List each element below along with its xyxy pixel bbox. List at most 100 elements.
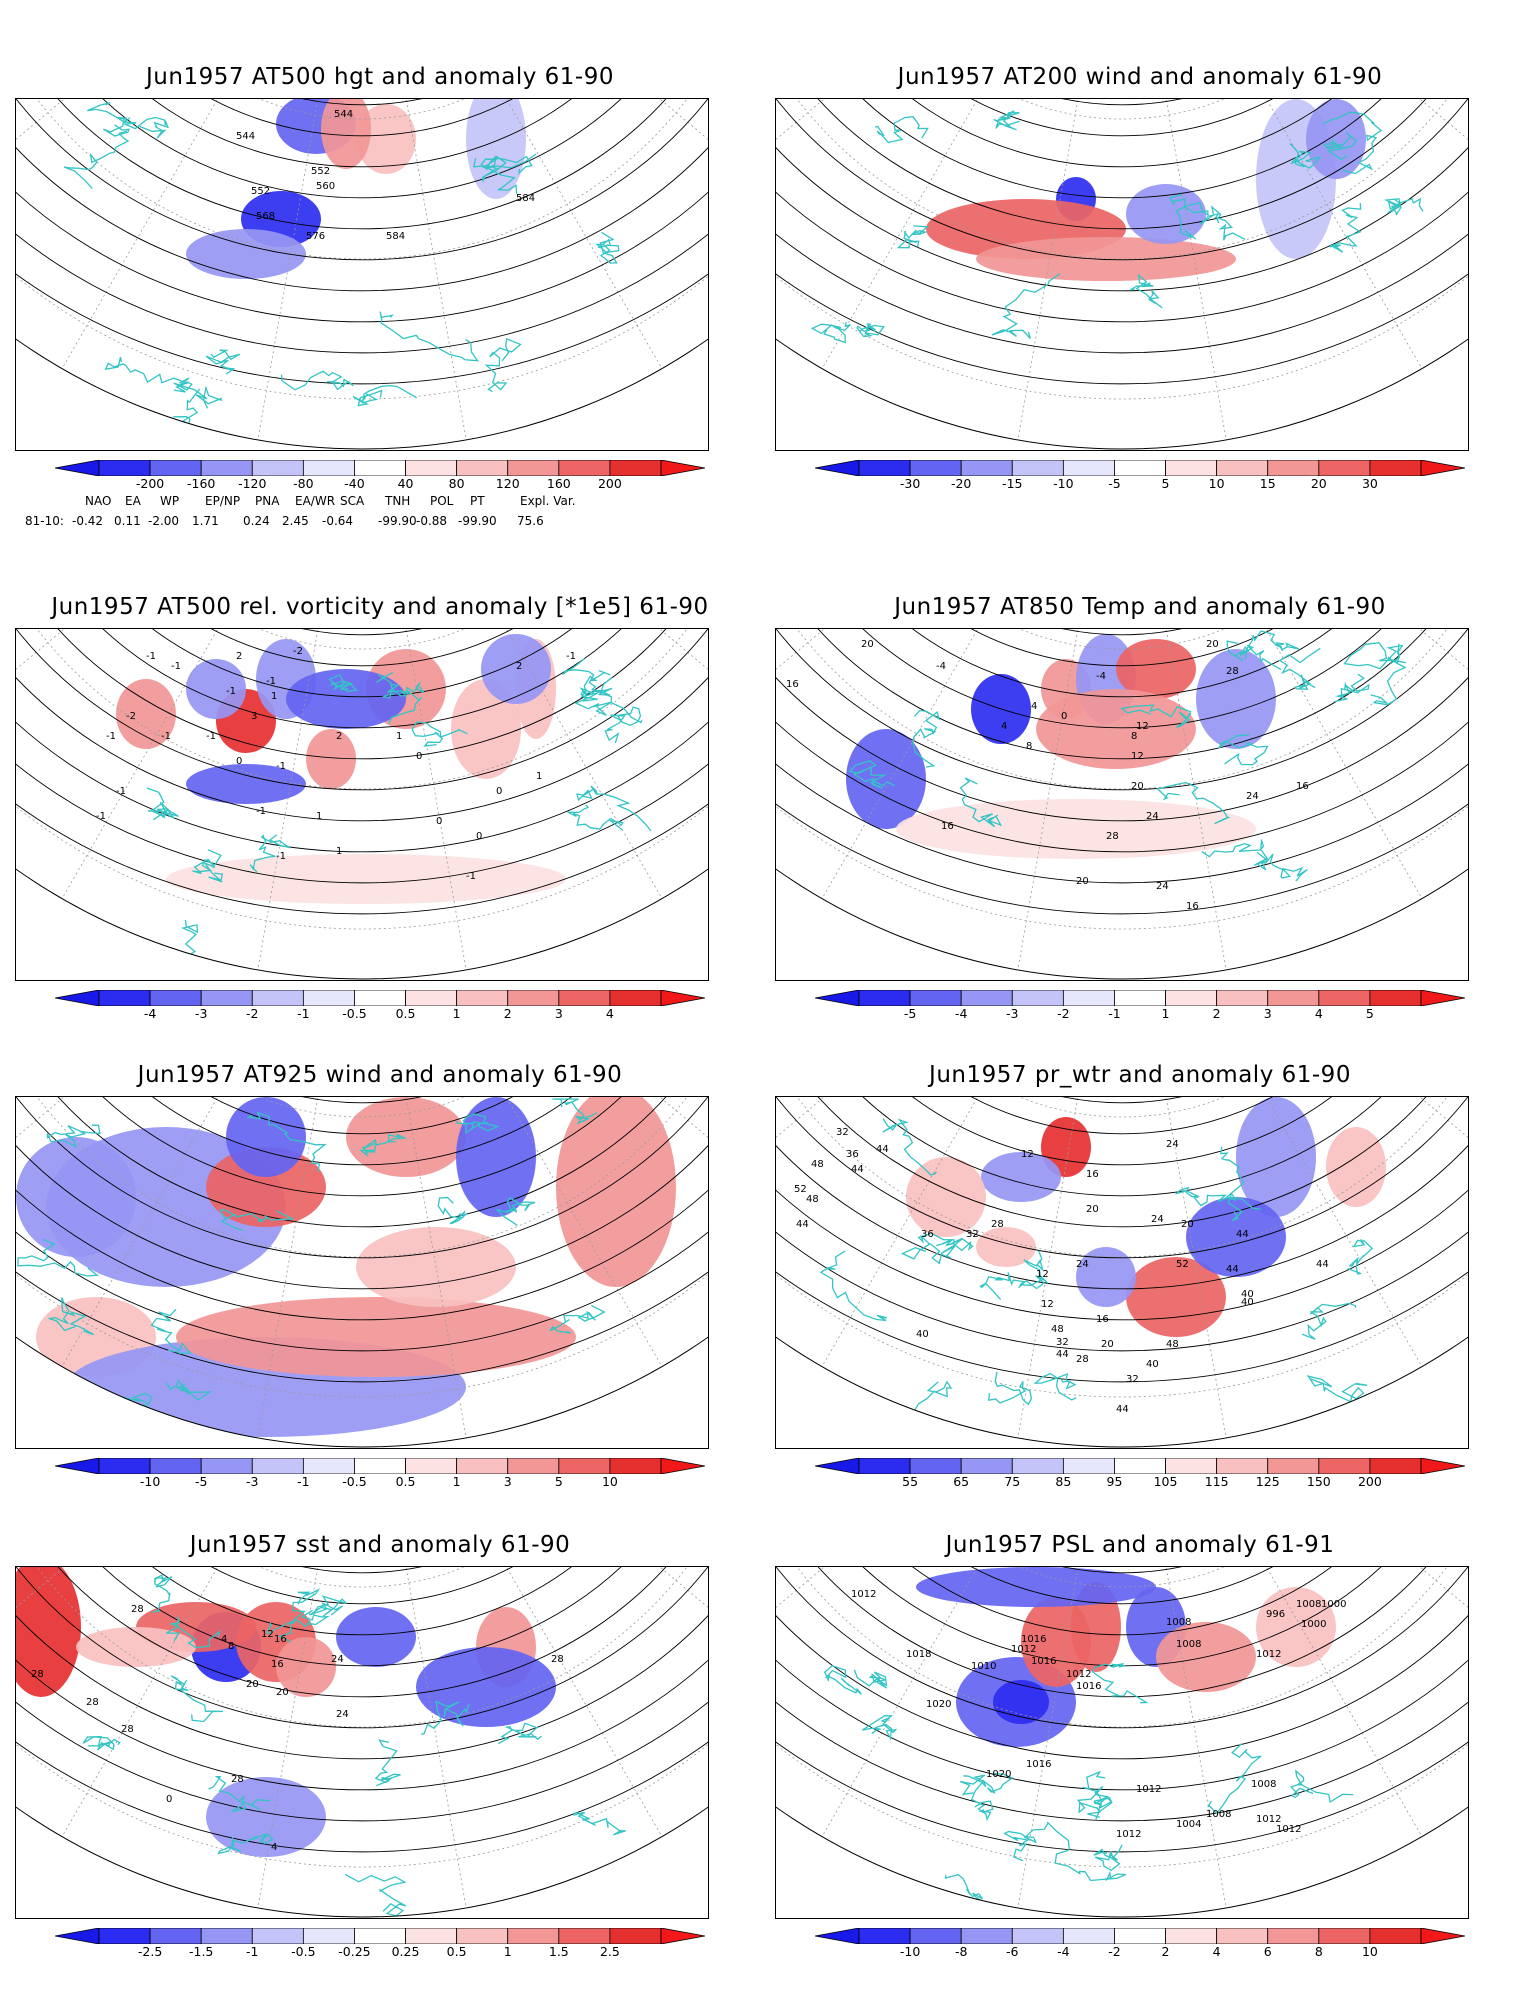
coastline xyxy=(456,1113,500,1135)
meridian xyxy=(361,1097,467,1438)
contour-label: 28 xyxy=(1226,666,1239,677)
contour-label: 1010 xyxy=(971,1661,996,1672)
coastline xyxy=(480,153,537,175)
contour-label: 40 xyxy=(1241,1289,1254,1300)
colorbar-swatch xyxy=(507,989,560,1007)
contour-line xyxy=(776,1097,1468,1290)
colorbar-tick-label: -10 xyxy=(1053,476,1074,491)
colorbar-tick-label: -1 xyxy=(246,1944,259,1959)
colorbar-swatch xyxy=(507,1927,560,1945)
colorbar-tick-label: 0.5 xyxy=(395,1006,416,1021)
contour-line xyxy=(776,1097,1468,1321)
coastline xyxy=(497,1722,542,1745)
coastline xyxy=(853,1669,888,1689)
coastline xyxy=(382,683,423,724)
contour-line xyxy=(776,1567,1468,1729)
hemisphere-map xyxy=(776,99,1468,440)
colorbar-swatch xyxy=(1114,1457,1166,1475)
colorbar-swatch xyxy=(354,989,406,1007)
contour-label: 576 xyxy=(306,231,325,242)
coastline xyxy=(473,155,518,194)
colorbar xyxy=(814,1457,1466,1475)
coastline xyxy=(991,273,1061,340)
contour-line xyxy=(16,629,708,760)
contour-line xyxy=(16,1567,708,1729)
colorbar-tick-labels: 55 65 75 85 95 105 115 125 150 200 xyxy=(815,1474,1465,1492)
colorbar-swatch xyxy=(302,989,355,1007)
meridian xyxy=(61,99,363,369)
colorbar-tick-label: 65 xyxy=(953,1474,970,1489)
contour-label: 24 xyxy=(1076,1259,1089,1270)
hemisphere-edge xyxy=(16,1806,708,1918)
colorbar-tick-label: 8 xyxy=(1314,1944,1323,1959)
colorbar-swatch xyxy=(609,1457,662,1475)
contour-label: 28 xyxy=(551,1654,564,1665)
contour-label: 0 xyxy=(166,1794,172,1805)
anomaly-shading xyxy=(556,1097,676,1287)
coastline xyxy=(979,1272,1042,1300)
colorbar-swatch xyxy=(98,1457,151,1475)
contour-label: 8 xyxy=(1131,731,1137,742)
colorbar-swatch xyxy=(251,459,304,477)
meridian xyxy=(1121,1097,1423,1367)
coastline xyxy=(1156,781,1231,825)
contour-label: 1 xyxy=(316,811,322,822)
colorbar-swatch xyxy=(1165,1927,1218,1945)
coastline xyxy=(246,1111,327,1172)
colorbar-swatch xyxy=(149,1927,202,1945)
contour-label: 2 xyxy=(516,661,522,672)
contour-line xyxy=(776,1567,1468,1791)
index-value: -0.88 xyxy=(416,514,448,528)
contour-label: 44 xyxy=(1236,1229,1249,1240)
coastline xyxy=(552,1098,598,1125)
coastline xyxy=(1384,197,1424,216)
coastline xyxy=(205,349,241,375)
index-name: EP/NP xyxy=(205,494,241,508)
contour-label: 1008 xyxy=(1206,1809,1231,1820)
coastline xyxy=(280,370,354,391)
contour-label: 28 xyxy=(1106,831,1119,842)
anomaly-shading xyxy=(276,1637,336,1697)
colorbar-arrow-low xyxy=(54,989,100,1007)
meridian xyxy=(361,99,708,235)
contour-label: 4 xyxy=(1001,721,1007,732)
colorbar-tick-label: 75 xyxy=(1004,1474,1021,1489)
contour-line xyxy=(80,629,644,667)
coastline xyxy=(484,337,522,393)
contour-line xyxy=(870,629,1374,636)
colorbar-tick-label: 0.5 xyxy=(446,1944,467,1959)
contour-line xyxy=(110,1567,614,1574)
coastline xyxy=(146,787,179,821)
coastline xyxy=(1329,202,1362,253)
colorbar-tick-label: 5 xyxy=(1161,476,1170,491)
colorbar-swatch xyxy=(1165,459,1218,477)
contour-label: 24 xyxy=(1246,791,1259,802)
contour-line xyxy=(49,1097,675,1166)
panel-prwtr: Jun1957 pr_wtr and anomaly 61-90 32 44 36 4… xyxy=(760,1030,1520,1500)
colorbar-arrow-high xyxy=(1420,459,1466,477)
contour-line xyxy=(776,1097,1468,1228)
coastline xyxy=(567,804,624,831)
colorbar-swatch xyxy=(609,459,662,477)
latitude-circle xyxy=(851,1097,1393,1118)
coastline xyxy=(47,1297,94,1336)
colorbar-swatch xyxy=(1216,459,1269,477)
coastline xyxy=(1129,273,1163,309)
contour-label: 1012 xyxy=(1256,1649,1281,1660)
meridian xyxy=(257,99,363,440)
colorbar-tick-label: -2 xyxy=(246,1006,259,1021)
colorbar-tick-label: -1.5 xyxy=(188,1944,214,1959)
contour-label: 1016 xyxy=(1021,1634,1046,1645)
coastline xyxy=(1278,647,1321,690)
anomaly-shading xyxy=(306,729,356,789)
coastline xyxy=(1003,1822,1049,1862)
contour-label: 1020 xyxy=(986,1769,1011,1780)
colorbar-tick-label: 20 xyxy=(1310,476,1327,491)
contour-line xyxy=(16,629,708,884)
contour-label: -1 xyxy=(161,731,171,742)
contour-line xyxy=(776,99,1468,385)
contour-label: 2 xyxy=(236,651,242,662)
colorbar-tick-label: -80 xyxy=(293,476,314,491)
contour-label: 584 xyxy=(386,231,405,242)
coastline xyxy=(1218,734,1269,766)
